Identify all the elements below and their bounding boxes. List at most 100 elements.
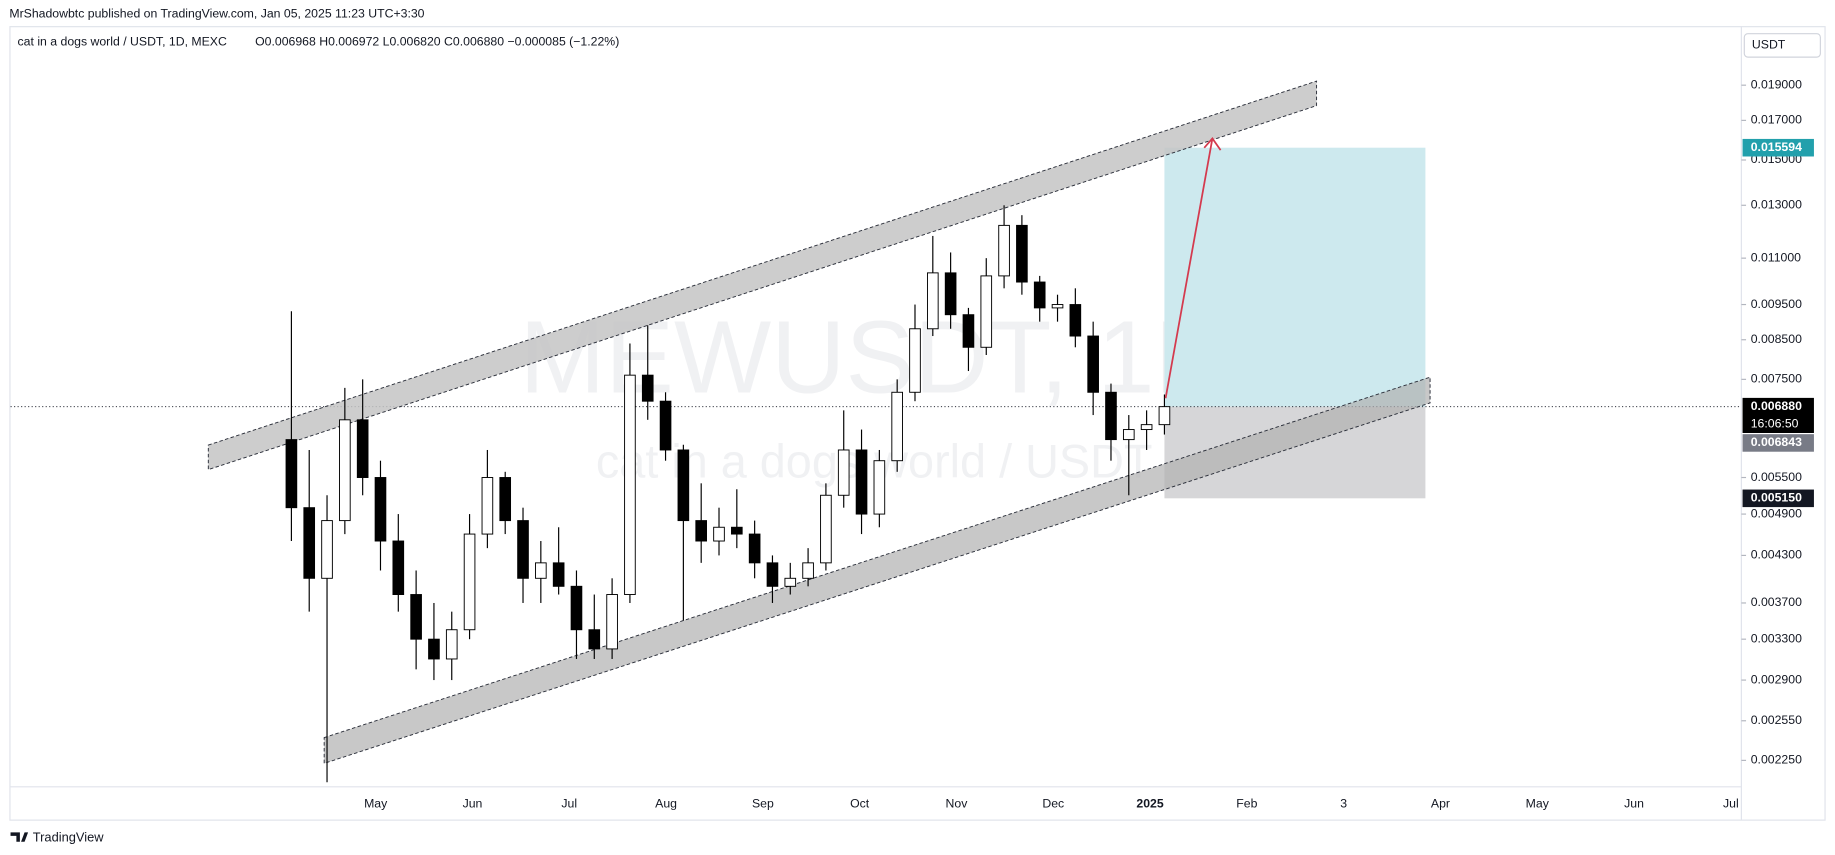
- x-tick-label: May: [364, 797, 388, 811]
- candle-body: [428, 638, 440, 660]
- x-tick-label: Nov: [946, 797, 969, 811]
- candle-body: [392, 540, 405, 595]
- lower-channel-band: [323, 376, 1431, 765]
- candle-body: [926, 272, 939, 330]
- candle-body: [998, 224, 1010, 277]
- candle-body: [552, 562, 565, 587]
- candle-body: [641, 374, 654, 402]
- candle-body: [855, 449, 868, 515]
- candle-body: [463, 533, 476, 631]
- candle-body: [570, 585, 583, 631]
- chart-frame: [9, 26, 1826, 821]
- target-zone: [1164, 147, 1426, 407]
- currency-button-label[interactable]: USDT: [1752, 38, 1786, 52]
- candle-body: [624, 374, 636, 595]
- y-tick-label: 0.002250: [1751, 753, 1802, 767]
- candle-body: [445, 629, 458, 660]
- candle-body: [303, 507, 316, 579]
- candle-body: [802, 562, 814, 579]
- candle-body: [784, 577, 797, 587]
- y-tick-label: 0.005500: [1751, 470, 1802, 484]
- y-tick-label: 0.003300: [1751, 631, 1802, 645]
- x-tick-label: Jun: [463, 797, 483, 811]
- x-tick-label: 3: [1340, 797, 1347, 811]
- price-label: 0.006880: [1751, 399, 1802, 413]
- candle-body: [837, 449, 850, 496]
- x-tick-label: Dec: [1042, 797, 1064, 811]
- candle-body: [535, 562, 547, 579]
- candle-body: [873, 460, 886, 515]
- candle-body: [962, 314, 975, 348]
- y-tick-label: 0.002550: [1751, 713, 1802, 727]
- x-tick-label: 2025: [1136, 797, 1163, 811]
- y-tick-label: 0.011000: [1751, 250, 1801, 264]
- candle-body: [944, 272, 957, 316]
- candle-body: [820, 494, 832, 564]
- candle-body: [659, 400, 672, 451]
- candle-body: [1069, 304, 1082, 337]
- price-label: 0.006843: [1751, 435, 1802, 449]
- candle-body: [374, 477, 387, 542]
- logo-text: TradingView: [33, 830, 104, 845]
- x-tick-label: Feb: [1236, 797, 1257, 811]
- logo-mark: [10, 832, 29, 842]
- x-tick-label: Aug: [655, 797, 677, 811]
- y-tick-label: 0.008500: [1751, 332, 1802, 346]
- candle-body: [481, 477, 494, 535]
- candle-body: [1033, 281, 1046, 309]
- candle-body: [285, 439, 298, 509]
- x-tick-label: May: [1526, 797, 1550, 811]
- candle-body: [1016, 224, 1028, 283]
- x-tick-label: Jul: [1723, 797, 1739, 811]
- upper-channel-band: [207, 80, 1318, 471]
- candle-body: [606, 594, 618, 650]
- candle-body: [1158, 406, 1171, 426]
- candle-body: [1122, 429, 1135, 441]
- y-tick-label: 0.019000: [1751, 77, 1802, 91]
- tradingview-logo: TradingView: [10, 830, 104, 845]
- candle-body: [321, 520, 333, 579]
- price-label: 0.005150: [1751, 491, 1802, 505]
- x-tick-label: Jul: [561, 797, 577, 811]
- candle-body: [766, 562, 779, 587]
- price-label: 0.015594: [1751, 140, 1802, 154]
- price-label-box: [1742, 138, 1814, 157]
- candle-body: [339, 419, 351, 522]
- symbol-title: cat in a dogs world / USDT, 1D, MEXC: [18, 35, 227, 49]
- candle-body: [748, 533, 761, 564]
- candle-body: [695, 520, 708, 542]
- target-arrow-head: [1203, 137, 1222, 151]
- candle-body: [499, 477, 512, 522]
- currency-button[interactable]: [1743, 33, 1821, 58]
- y-tick-label: 0.004900: [1751, 506, 1802, 520]
- candle-body: [731, 526, 743, 535]
- status-line: O0.006968 H0.006972 L0.006820 C0.006880 …: [255, 35, 619, 49]
- publish-header: MrShadowbtc published on TradingView.com…: [9, 7, 424, 21]
- y-tick-label: 0.017000: [1751, 113, 1802, 127]
- candle-body: [1105, 391, 1117, 441]
- x-tick-label: Jun: [1624, 797, 1644, 811]
- price-label-box: [1742, 397, 1814, 433]
- y-tick-label: 0.002900: [1751, 672, 1802, 686]
- x-tick-label: Sep: [752, 797, 774, 811]
- candle-body: [517, 520, 529, 579]
- price-label-box: [1742, 434, 1814, 452]
- y-tick-label: 0.013000: [1751, 198, 1802, 212]
- candle-body: [588, 629, 601, 650]
- candle-body: [713, 526, 725, 542]
- target-arrow: [1164, 138, 1214, 399]
- x-tick-label: Oct: [850, 797, 870, 811]
- price-countdown: 16:06:50: [1751, 416, 1799, 430]
- candle-body: [909, 328, 921, 393]
- candle-body: [410, 594, 422, 640]
- y-tick-label: 0.003700: [1751, 595, 1802, 609]
- y-tick-label: 0.007500: [1751, 372, 1802, 386]
- y-tick-label: 0.009500: [1751, 297, 1802, 311]
- candle-body: [980, 275, 993, 348]
- x-tick-label: Apr: [1431, 797, 1450, 811]
- candle-body: [1051, 304, 1064, 309]
- candle-body: [1140, 424, 1153, 431]
- candle-body: [677, 449, 690, 522]
